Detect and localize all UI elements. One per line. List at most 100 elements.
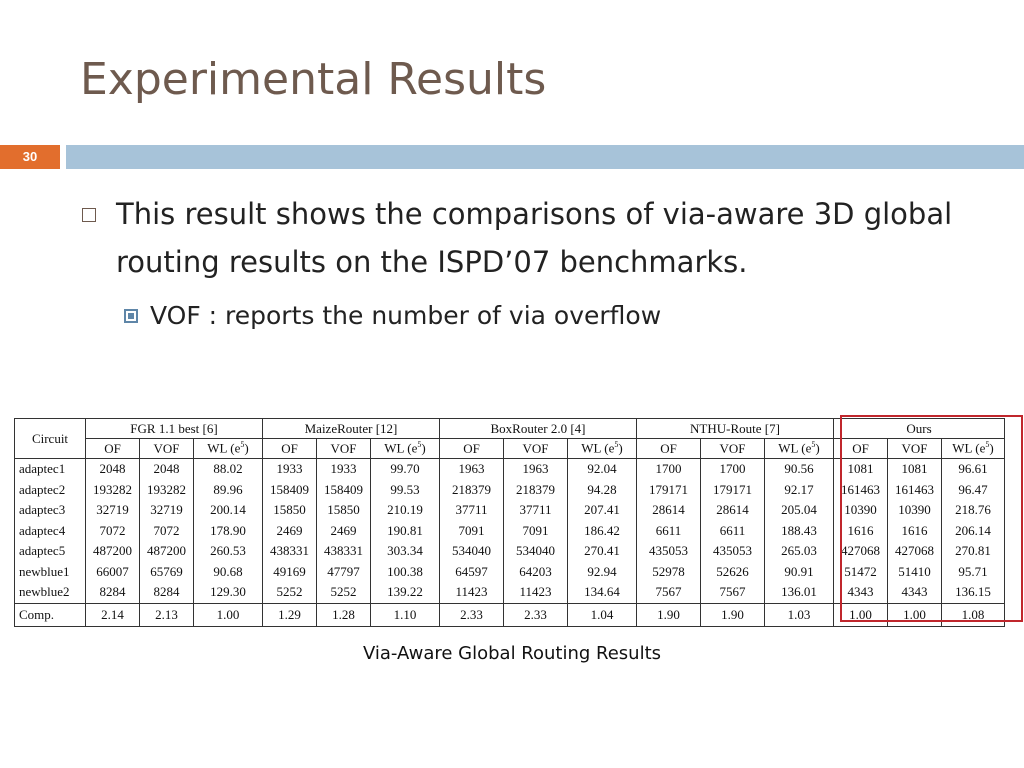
table-cell: 188.43	[764, 520, 834, 541]
table-cell: 139.22	[370, 582, 440, 603]
table-cell: 66007	[85, 561, 140, 582]
group-header: NTHU-Route [7]	[636, 418, 834, 439]
table-sub-header-row: OF VOF WL (e5) OF VOF WL (e5) OF VOF WL (e5) OF VO…	[15, 438, 1005, 459]
table-cell: 94.28	[567, 479, 637, 500]
table-cell: 303.34	[370, 541, 440, 562]
table-cell: 200.14	[193, 500, 263, 521]
table-cell: 161463	[833, 479, 888, 500]
table-cell: 207.41	[567, 500, 637, 521]
table-cell: 37711	[503, 500, 568, 521]
table-cell: 100.38	[370, 561, 440, 582]
comparison-label-cell: Comp.	[14, 602, 86, 627]
group-header: Ours	[833, 418, 1005, 439]
circuit-name-cell: adaptec4	[14, 520, 86, 541]
table-cell: 161463	[887, 479, 942, 500]
table-cell: 65769	[139, 561, 194, 582]
bullet-secondary: VOF : reports the number of via overflow	[124, 298, 661, 334]
group-header: BoxRouter 2.0 [4]	[439, 418, 637, 439]
wl-label: WL (e	[581, 440, 615, 456]
table-group-header-row: Circuit FGR 1.1 best [6] MaizeRouter [12…	[14, 418, 1005, 459]
circuit-header: Circuit	[14, 418, 86, 459]
table-cell: 32719	[139, 500, 194, 521]
filled-square-bullet-icon	[124, 309, 138, 323]
sub-header-of: OF	[262, 438, 317, 459]
table-cell: 8284	[139, 582, 194, 603]
table-cell: 1700	[700, 458, 765, 480]
table-cell: 96.47	[941, 479, 1005, 500]
comparison-cell: 2.33	[503, 602, 568, 627]
table-cell: 7072	[139, 520, 194, 541]
comparison-cell: 1.90	[636, 602, 701, 627]
circuit-name-cell: adaptec5	[14, 541, 86, 562]
table-row: adaptec3 32719 32719 200.14 15850 15850 210.19…	[14, 500, 1005, 521]
table-cell: 186.42	[567, 520, 637, 541]
comparison-cell: 1.28	[316, 602, 371, 627]
table-row: adaptec5 487200 487200 260.53 438331 438331 30…	[14, 541, 1005, 562]
sub-header-vof: VOF	[316, 438, 371, 459]
table-caption: Via-Aware Global Routing Results	[362, 643, 662, 664]
sub-header-wl: WL (e5)	[193, 438, 263, 459]
table-row: adaptec1 2048 2048 88.02 1933 1933 99.70 1963 19…	[14, 458, 1005, 480]
table-cell: 1081	[833, 458, 888, 480]
table-cell: 427068	[887, 541, 942, 562]
table-cell: 178.90	[193, 520, 263, 541]
table-cell: 92.17	[764, 479, 834, 500]
table-cell: 190.81	[370, 520, 440, 541]
table-cell: 534040	[439, 541, 504, 562]
table-cell: 1081	[887, 458, 942, 480]
table-cell: 218.76	[941, 500, 1005, 521]
table-cell: 7072	[85, 520, 140, 541]
table-cell: 193282	[139, 479, 194, 500]
sub-header-of: OF	[85, 438, 140, 459]
comparison-cell: 1.10	[370, 602, 440, 627]
wl-label: WL (e	[207, 440, 241, 456]
table-cell: 487200	[85, 541, 140, 562]
table-row: newblue1 66007 65769 90.68 49169 47797 100.38 6…	[14, 561, 1005, 582]
table-cell: 92.94	[567, 561, 637, 582]
table-cell: 435053	[636, 541, 701, 562]
wl-close: )	[244, 440, 249, 456]
table-cell: 6611	[700, 520, 765, 541]
table-cell: 37711	[439, 500, 504, 521]
group-header: FGR 1.1 best [6]	[85, 418, 263, 439]
table-cell: 1616	[887, 520, 942, 541]
table-cell: 435053	[700, 541, 765, 562]
circuit-name-cell: newblue2	[14, 582, 86, 603]
table-cell: 270.81	[941, 541, 1005, 562]
group-header: MaizeRouter [12]	[262, 418, 440, 439]
table-cell: 51472	[833, 561, 888, 582]
sub-header-vof: VOF	[887, 438, 942, 459]
table-cell: 7091	[439, 520, 504, 541]
table-cell: 4343	[833, 582, 888, 603]
table-cell: 6611	[636, 520, 701, 541]
wl-label: WL (e	[384, 440, 418, 456]
table-cell: 206.14	[941, 520, 1005, 541]
bullet-secondary-text: VOF : reports the number of via overflow	[150, 301, 662, 330]
table-cell: 10390	[833, 500, 888, 521]
wl-exponent: 5	[417, 440, 422, 450]
comparison-cell: 2.13	[139, 602, 194, 627]
table-cell: 134.64	[567, 582, 637, 603]
table-cell: 89.96	[193, 479, 263, 500]
table-cell: 1616	[833, 520, 888, 541]
slide-number: 30	[0, 145, 60, 169]
comparison-cell: 1.00	[833, 602, 888, 627]
table-cell: 438331	[316, 541, 371, 562]
slide-title: Experimental Results	[80, 54, 547, 105]
table-cell: 11423	[439, 582, 504, 603]
table-cell: 64597	[439, 561, 504, 582]
circuit-name-cell: newblue1	[14, 561, 86, 582]
table-cell: 2469	[316, 520, 371, 541]
table-cell: 158409	[316, 479, 371, 500]
table-cell: 1963	[439, 458, 504, 480]
comparison-cell: 2.14	[85, 602, 140, 627]
table-cell: 10390	[887, 500, 942, 521]
wl-close: )	[989, 440, 994, 456]
table-cell: 265.03	[764, 541, 834, 562]
wl-close: )	[421, 440, 426, 456]
sub-header-vof: VOF	[139, 438, 194, 459]
table-cell: 129.30	[193, 582, 263, 603]
comparison-cell: 1.08	[941, 602, 1005, 627]
sub-header-of: OF	[833, 438, 888, 459]
sub-header-wl: WL (e5)	[370, 438, 440, 459]
